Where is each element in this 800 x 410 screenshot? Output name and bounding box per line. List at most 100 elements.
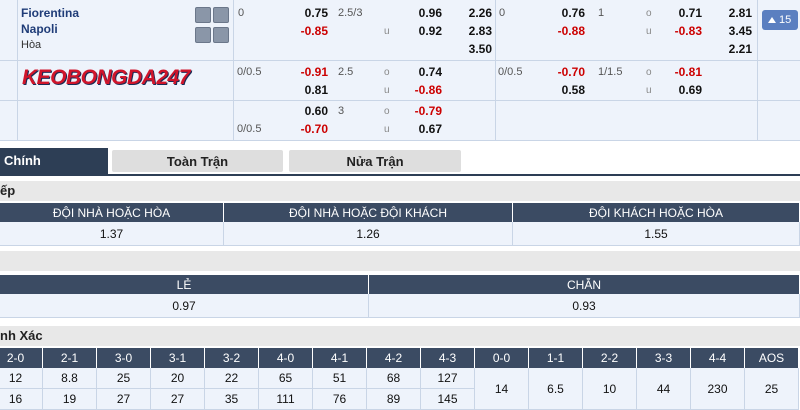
col-divider xyxy=(757,0,758,141)
score-header: 4-1 xyxy=(313,348,367,368)
logo[interactable]: KEOBONGDA247 xyxy=(22,66,190,89)
score-header: 4-4 xyxy=(691,348,745,368)
money-icon[interactable] xyxy=(213,27,229,43)
odd: 2.81 xyxy=(728,6,752,20)
score-header: 2-1 xyxy=(43,348,97,368)
expand-button[interactable]: 15 xyxy=(762,10,798,30)
column-header: ĐỘI NHÀ HOẶC HÒA xyxy=(0,203,224,222)
odd-value: 0.97 xyxy=(0,294,369,318)
odd: 2.83 xyxy=(468,24,492,38)
arrow-icon xyxy=(768,17,776,23)
score-header: 4-0 xyxy=(259,348,313,368)
score-header: 2-0 xyxy=(0,348,43,368)
odd-value: 1.55 xyxy=(513,222,800,246)
col-divider xyxy=(495,0,496,141)
odd: -0.83 xyxy=(674,24,702,38)
column-header: LẺ xyxy=(0,275,369,294)
home-team[interactable]: Fiorentina xyxy=(21,6,80,20)
odd-value: 1.26 xyxy=(224,222,513,246)
score-header: 2-2 xyxy=(583,348,637,368)
handicap: 0 xyxy=(238,7,245,19)
odd: -0.91 xyxy=(300,65,328,79)
under-label: u xyxy=(646,85,652,96)
odd: 0.92 xyxy=(418,24,442,38)
odd-value: 1.37 xyxy=(0,222,224,246)
odd: 3.45 xyxy=(728,24,752,38)
odd: 0.69 xyxy=(678,83,702,97)
tab[interactable]: Nửa Trận xyxy=(289,150,461,172)
score-odd: 12 xyxy=(0,368,43,389)
score-header: 3-1 xyxy=(151,348,205,368)
odd: -0.88 xyxy=(557,24,585,38)
odd: 0.76 xyxy=(561,6,585,20)
score-header: AOS xyxy=(745,348,799,368)
handicap: 0/0.5 xyxy=(237,123,262,135)
odd: 0.67 xyxy=(418,122,442,136)
odd: 0.60 xyxy=(304,104,328,118)
score-header: 0-0 xyxy=(475,348,529,368)
score-odd: 230 xyxy=(691,368,745,410)
favorite-icon[interactable] xyxy=(213,7,229,23)
over-label: o xyxy=(646,8,652,19)
odd: -0.70 xyxy=(557,65,585,79)
section-title: nh Xác xyxy=(0,326,800,346)
score-header: 4-3 xyxy=(421,348,475,368)
draw-label: Hòa xyxy=(21,39,42,51)
handicap: 0/0.5 xyxy=(237,66,262,78)
handicap: 0 xyxy=(499,7,506,19)
odd: -0.79 xyxy=(414,104,442,118)
over-label: o xyxy=(646,67,652,78)
odd: 0.81 xyxy=(304,83,328,97)
chart-icon[interactable] xyxy=(195,27,211,43)
odd: -0.86 xyxy=(414,83,442,97)
score-odd: 20 xyxy=(151,368,205,389)
tab[interactable]: Toàn Trận xyxy=(112,150,283,172)
row-divider xyxy=(0,100,800,101)
col-divider xyxy=(233,0,234,141)
total-line: 2.5 xyxy=(338,66,354,78)
odd: 3.50 xyxy=(468,42,492,56)
odd: -0.85 xyxy=(300,24,328,38)
score-odd: 10 xyxy=(583,368,637,410)
over-label: o xyxy=(384,106,390,117)
odd: 0.96 xyxy=(418,6,442,20)
score-header: 3-0 xyxy=(97,348,151,368)
column-header: ĐỘI NHÀ HOẶC ĐỘI KHÁCH xyxy=(224,203,513,222)
score-odd: 65 xyxy=(259,368,313,389)
odd: 0.71 xyxy=(678,6,702,20)
section-title: ếp xyxy=(0,181,800,201)
score-header: 3-3 xyxy=(637,348,691,368)
odd-value: 0.93 xyxy=(369,294,800,318)
odd: 0.58 xyxy=(561,83,585,97)
odd: 0.74 xyxy=(418,65,442,79)
tab-active[interactable]: Chính xyxy=(0,148,108,174)
score-odd: 127 xyxy=(421,368,475,389)
total-line: 1 xyxy=(598,7,605,19)
score-header: 4-2 xyxy=(367,348,421,368)
score-odd: 8.8 xyxy=(43,368,97,389)
under-label: u xyxy=(384,26,390,37)
score-odd: 68 xyxy=(367,368,421,389)
score-header: 1-1 xyxy=(529,348,583,368)
column-header: CHẴN xyxy=(369,275,800,294)
score-odd: 6.5 xyxy=(529,368,583,410)
score-odd: 51 xyxy=(313,368,367,389)
under-label: u xyxy=(646,26,652,37)
odd: 2.21 xyxy=(728,42,752,56)
under-label: u xyxy=(384,85,390,96)
stats-icon[interactable] xyxy=(195,7,211,23)
away-team[interactable]: Napoli xyxy=(21,22,58,36)
tab-underline xyxy=(0,174,800,176)
odd: 2.26 xyxy=(468,6,492,20)
handicap: 0/0.5 xyxy=(498,66,523,78)
row-divider xyxy=(0,60,800,61)
section-title-bar xyxy=(0,251,800,271)
column-header: ĐỘI KHÁCH HOẶC HÒA xyxy=(513,203,800,222)
total-line: 3 xyxy=(338,105,345,117)
score-odd: 44 xyxy=(637,368,691,410)
over-label: o xyxy=(384,67,390,78)
score-odd: 14 xyxy=(475,368,529,410)
total-line: 1/1.5 xyxy=(598,66,623,78)
col-divider xyxy=(17,0,18,141)
